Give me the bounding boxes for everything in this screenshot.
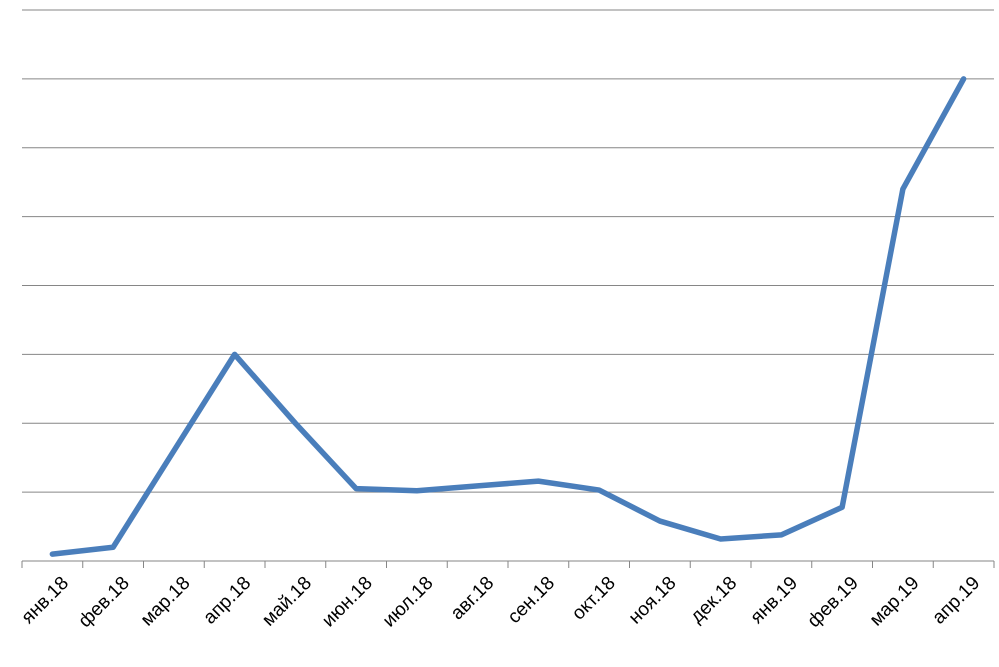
x-tick-label: мар.19 <box>866 573 924 631</box>
x-tick-label: фев.18 <box>75 573 134 632</box>
x-tick-label: сен.18 <box>504 573 559 628</box>
x-tick-label: дек.18 <box>686 573 741 628</box>
data-line <box>49 76 967 557</box>
x-tick-label: мар.18 <box>137 573 195 631</box>
x-tick-label: апр.18 <box>199 573 255 629</box>
x-tick-label: июн.18 <box>318 573 377 632</box>
x-tick-label: фев.19 <box>804 573 863 632</box>
x-tick-label: май.18 <box>258 573 316 631</box>
x-tick-label: авг.18 <box>447 573 498 624</box>
x-tick-label: окт.18 <box>568 573 620 625</box>
x-tick-label: янв.19 <box>747 573 802 628</box>
x-tick-label: ноя.18 <box>625 573 681 629</box>
x-tick-label: июл.18 <box>379 573 438 632</box>
x-tick-label: апр.19 <box>928 573 984 629</box>
x-tick-label: янв.18 <box>18 573 73 628</box>
